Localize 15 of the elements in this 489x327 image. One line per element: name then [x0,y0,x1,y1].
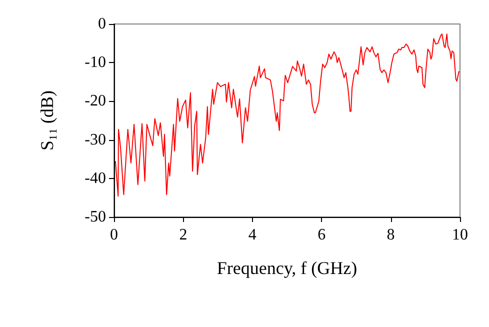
x-tick-label: 0 [110,226,118,244]
y-tick-label: -10 [84,54,106,72]
x-tick-label: 4 [248,226,256,244]
y-tick-label: -50 [84,208,106,226]
y-tick-label: -40 [84,170,106,187]
x-tick-label: 8 [386,226,395,244]
y-tick-label: 0 [98,16,106,32]
y-tick-label: -30 [84,131,106,148]
x-tick-label: 6 [318,226,326,244]
line-series [114,34,460,197]
y-axis-title: S₁₁ (dB) [37,90,57,151]
y-tick-label: -20 [84,92,106,110]
x-tick-label: 2 [179,226,188,244]
x-tick-label: 10 [452,226,468,244]
x-axis-title: Frequency, f (GHz) [216,258,358,278]
